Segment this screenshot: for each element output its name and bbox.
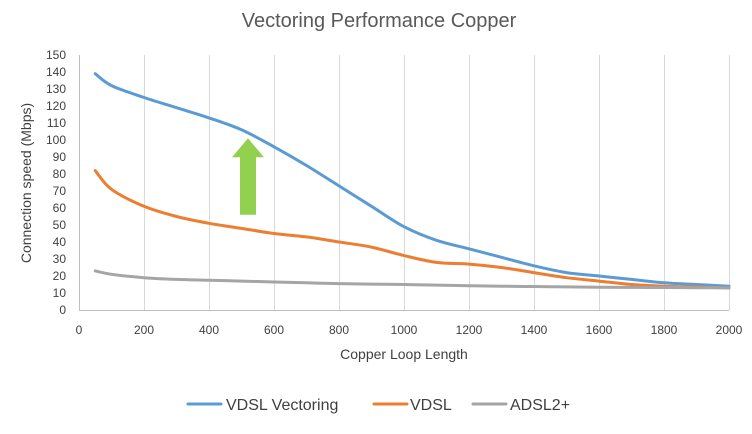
x-tick-label: 2000 — [716, 323, 743, 337]
y-tick-label: 50 — [53, 218, 67, 232]
series-line-1 — [93, 169, 731, 290]
y-tick-label: 100 — [46, 133, 66, 147]
legend-label-1: VDSL — [410, 397, 452, 414]
legend: VDSL Vectoring VDSL ADSL2+ — [186, 397, 570, 414]
x-tick-label: 0 — [76, 323, 83, 337]
x-tick-label: 200 — [134, 323, 154, 337]
y-tick-label: 70 — [53, 184, 67, 198]
annotation-layer — [232, 138, 264, 215]
x-tick-label: 1800 — [651, 323, 678, 337]
legend-label-0: VDSL Vectoring — [226, 397, 338, 414]
series-line-2 — [93, 269, 731, 290]
y-tick-label: 10 — [53, 286, 67, 300]
up-arrow-icon — [232, 138, 264, 215]
y-tick-label: 110 — [47, 116, 66, 130]
chart-title: Vectoring Performance Copper — [242, 10, 517, 32]
y-tick-label: 30 — [53, 252, 67, 266]
y-tick-label: 0 — [59, 303, 66, 317]
axis-layer: 0 200 400 600 800 1000 1200 1400 1600 1800 2000 0 10… — [46, 48, 743, 337]
x-tick-label: 800 — [329, 323, 349, 337]
y-tick-label: 140 — [46, 65, 66, 79]
x-axis-label: Copper Loop Length — [340, 346, 468, 362]
y-tick-label: 40 — [53, 235, 67, 249]
grid-layer — [144, 55, 730, 310]
y-tick-label: 130 — [46, 82, 66, 96]
x-tick-label: 1400 — [521, 323, 548, 337]
series-layer — [93, 72, 731, 290]
x-tick-label: 1600 — [586, 323, 613, 337]
x-tick-label: 600 — [264, 323, 284, 337]
x-tick-label: 1000 — [391, 323, 418, 337]
series-line-0 — [93, 72, 731, 288]
y-tick-label: 90 — [53, 150, 67, 164]
y-axis-label: Connection speed (Mbps) — [18, 103, 34, 263]
y-tick-label: 80 — [53, 167, 67, 181]
y-tick-label: 60 — [53, 201, 67, 215]
x-tick-label: 400 — [199, 323, 219, 337]
x-tick-label: 1200 — [456, 323, 483, 337]
legend-label-2: ADSL2+ — [510, 397, 570, 414]
y-tick-label: 150 — [46, 48, 66, 62]
y-tick-label: 120 — [46, 99, 66, 113]
y-tick-label: 20 — [53, 269, 67, 283]
